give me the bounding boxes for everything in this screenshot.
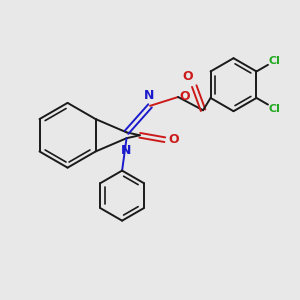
Text: O: O bbox=[179, 90, 190, 103]
Text: O: O bbox=[182, 70, 193, 83]
Text: Cl: Cl bbox=[269, 103, 281, 113]
Text: N: N bbox=[143, 89, 154, 102]
Text: Cl: Cl bbox=[269, 56, 281, 66]
Text: O: O bbox=[168, 133, 179, 146]
Text: N: N bbox=[121, 143, 132, 157]
